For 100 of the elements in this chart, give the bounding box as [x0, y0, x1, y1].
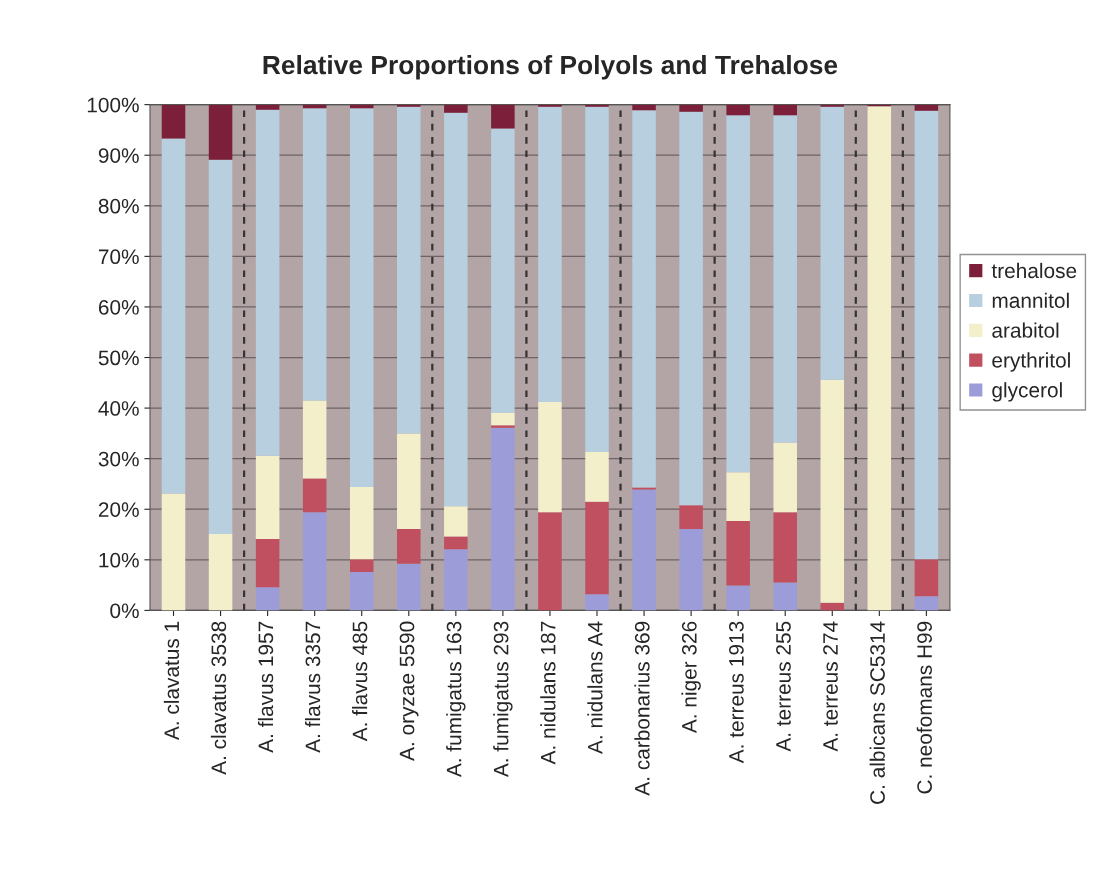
y-tick-label: 30% — [98, 451, 139, 467]
bar — [773, 442, 797, 513]
bar — [585, 501, 609, 595]
bar — [491, 427, 515, 611]
bar — [208, 159, 233, 535]
bar — [444, 536, 468, 550]
bar — [726, 104, 750, 116]
bar — [632, 487, 656, 490]
y-tick-label: 60% — [98, 299, 139, 315]
bar — [255, 587, 280, 611]
bar — [491, 128, 515, 413]
bar — [679, 505, 703, 529]
x-tick-label: A. flavus 3357 — [304, 621, 321, 753]
legend-label: arabitol — [992, 322, 1059, 338]
bar — [397, 106, 421, 434]
bar — [491, 104, 515, 129]
x-tick-label: A. niger 326 — [681, 621, 701, 734]
bar — [302, 108, 327, 401]
x-tick-label: A. carbonarius 369 — [634, 621, 650, 796]
x-tick-label: C. albicans SC5314 — [869, 621, 885, 804]
y-tick-label: 50% — [98, 350, 139, 366]
bar — [161, 493, 186, 611]
bar — [302, 400, 327, 479]
x-tick-label: A. terreus 274 — [823, 621, 838, 752]
y-tick-label: 40% — [98, 401, 139, 416]
y-tick-label: 10% — [99, 552, 139, 568]
bar — [632, 489, 656, 611]
bar — [538, 402, 562, 513]
bar — [161, 138, 186, 494]
legend-label: erythritol — [992, 352, 1070, 372]
x-tick-label: A. terreus 255 — [776, 621, 791, 752]
legend-label: trehalose — [991, 262, 1077, 279]
bar — [679, 104, 703, 112]
chart-title: Relative Proportions of Polyols and Trehalose — [263, 54, 838, 80]
y-tick-label: 0% — [110, 603, 139, 619]
bar — [867, 106, 892, 611]
bar — [820, 379, 845, 603]
bar — [255, 104, 280, 110]
bar — [914, 104, 939, 111]
bar — [397, 563, 421, 611]
y-tick-label: 20% — [98, 502, 139, 517]
bar — [444, 549, 468, 611]
bar — [820, 602, 845, 611]
bar — [914, 110, 939, 560]
bar — [349, 571, 374, 611]
x-tick-label: A. flavus 485 — [352, 621, 368, 742]
bar — [444, 104, 468, 113]
legend-label: glycerol — [992, 382, 1062, 402]
bar — [585, 594, 609, 611]
bar — [302, 512, 327, 611]
x-tick-label: A. fumigatus 293 — [493, 621, 513, 778]
bar — [726, 520, 750, 586]
bar — [538, 512, 562, 611]
bar — [349, 559, 374, 572]
x-tick-label: A. clavatus 1 — [163, 621, 180, 741]
bar — [161, 104, 186, 139]
bar — [773, 115, 797, 443]
y-tick-label: 100% — [87, 97, 139, 113]
bar — [585, 106, 609, 453]
bar — [585, 452, 609, 502]
bar — [585, 104, 609, 107]
x-tick-label: A. oryzae 5590 — [399, 621, 419, 761]
x-tick-label: A. fumigatus 163 — [446, 621, 466, 778]
x-tick-label: A. flavus 1957 — [257, 621, 274, 753]
bar — [726, 585, 750, 611]
x-tick-label: A. clavatus 3538 — [210, 621, 227, 775]
bar — [302, 478, 327, 513]
bar — [208, 104, 233, 160]
x-tick-label: C. neofomans H99 — [916, 621, 932, 794]
bar — [726, 115, 750, 473]
x-tick-label: A. nidulans A4 — [587, 621, 603, 754]
bar — [679, 528, 703, 611]
bar — [491, 425, 515, 428]
bar — [773, 582, 797, 611]
bar — [255, 455, 280, 540]
bar — [773, 512, 797, 583]
bar — [914, 559, 939, 597]
legend-label: mannitol — [992, 292, 1069, 308]
bar — [444, 506, 468, 537]
bar — [538, 106, 562, 403]
bar — [397, 433, 421, 529]
bar — [632, 110, 656, 488]
bar — [444, 112, 468, 507]
bar — [773, 104, 797, 116]
bar — [820, 106, 845, 380]
bar — [632, 104, 656, 111]
x-tick-label: A. terreus 1913 — [729, 621, 744, 764]
y-tick-label: 80% — [98, 198, 139, 214]
y-tick-label: 70% — [98, 249, 139, 265]
bar — [397, 528, 421, 564]
bar — [679, 111, 703, 506]
bar — [349, 486, 374, 560]
bar — [208, 534, 233, 611]
bar — [255, 109, 280, 456]
bar — [726, 472, 750, 521]
bar — [538, 104, 562, 107]
bar — [491, 412, 515, 426]
bar — [820, 104, 845, 107]
bar — [397, 104, 421, 107]
bar — [349, 108, 374, 487]
